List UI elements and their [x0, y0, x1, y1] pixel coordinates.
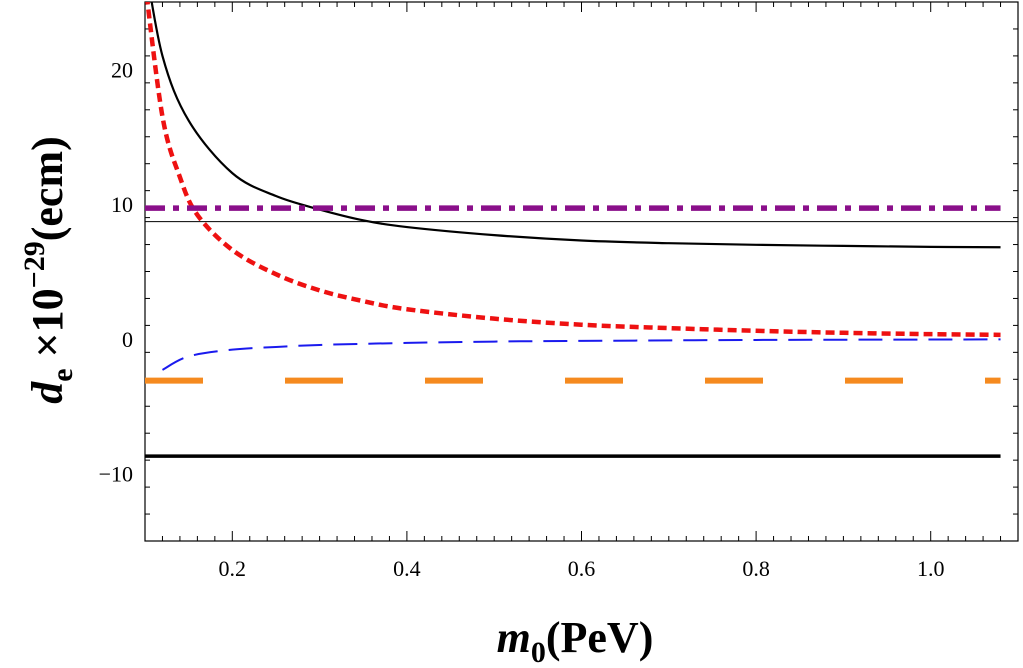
y-tick-label: 0 — [122, 327, 133, 352]
series-black-solid-curve — [150, 2, 1001, 249]
x-tick-label: 0.2 — [219, 556, 247, 581]
x-tick-label: 0.4 — [393, 556, 421, 581]
plot-frame — [144, 1, 1019, 542]
x-axis-title-unit: (PeV) — [546, 613, 654, 662]
x-axis-title: m0(PeV) — [497, 613, 654, 668]
y-axis-title-sub: e — [46, 368, 79, 381]
x-tick-label: 0.6 — [568, 556, 596, 581]
y-tick-label: 20 — [111, 57, 133, 82]
y-axis-title-times: ×10 — [23, 288, 72, 368]
x-axis-title-main: m — [497, 613, 531, 662]
x-tick-label: 0.8 — [742, 556, 770, 581]
series-blue-dashed-curve — [161, 338, 1001, 371]
y-axis-title: de ×10−29(ecm) — [18, 136, 79, 404]
y-tick-label: −10 — [99, 462, 133, 487]
y-axis-title-main: d — [23, 381, 72, 404]
series-red-dashed-curve — [145, 2, 1001, 338]
x-axis-title-sub: 0 — [531, 636, 546, 668]
y-axis-title-unit: (ecm) — [23, 136, 72, 241]
y-axis-title-exp: −29 — [18, 241, 51, 288]
y-tick-label: 10 — [111, 192, 133, 217]
x-tick-label: 1.0 — [917, 556, 945, 581]
